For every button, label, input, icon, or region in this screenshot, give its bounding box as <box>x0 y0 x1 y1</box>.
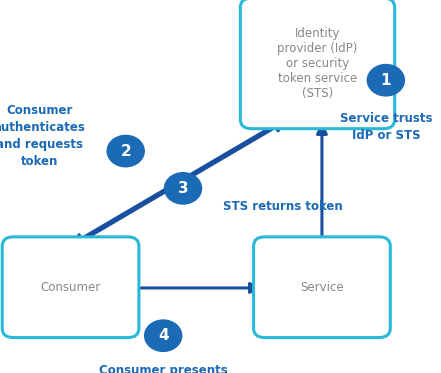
Text: 4: 4 <box>158 328 168 343</box>
Circle shape <box>367 65 404 96</box>
FancyBboxPatch shape <box>2 237 139 338</box>
Text: Service trusts
IdP or STS: Service trusts IdP or STS <box>340 112 432 142</box>
Text: STS returns token: STS returns token <box>223 200 343 213</box>
Text: 2: 2 <box>120 144 131 159</box>
Text: 3: 3 <box>178 181 188 196</box>
FancyBboxPatch shape <box>254 237 390 338</box>
Text: Consumer
authenticates
and requests
token: Consumer authenticates and requests toke… <box>0 104 86 169</box>
Circle shape <box>107 135 144 167</box>
Text: Consumer: Consumer <box>41 281 101 294</box>
Circle shape <box>145 320 182 351</box>
Text: Identity
provider (IdP)
or security
token service
(STS): Identity provider (IdP) or security toke… <box>277 27 358 100</box>
Text: 1: 1 <box>381 73 391 88</box>
Circle shape <box>164 173 202 204</box>
Text: Consumer presents
token to service: Consumer presents token to service <box>99 364 228 373</box>
FancyBboxPatch shape <box>240 0 395 129</box>
Text: Service: Service <box>300 281 344 294</box>
